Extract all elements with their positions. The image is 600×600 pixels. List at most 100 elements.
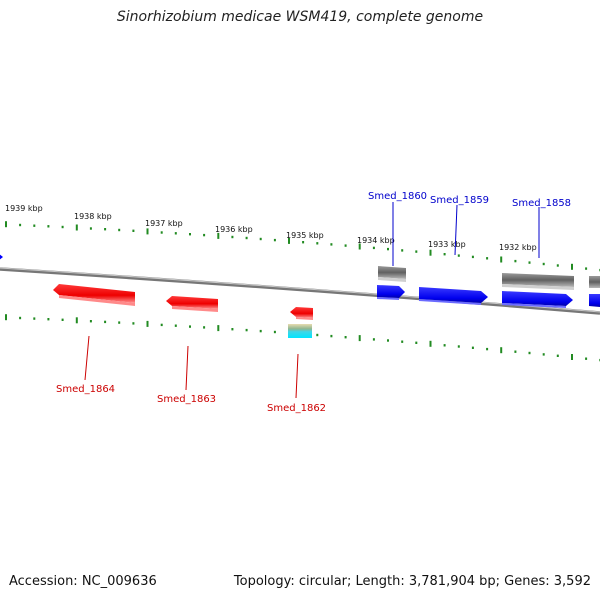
tick-mark xyxy=(61,225,64,229)
tick-mark xyxy=(344,244,347,247)
tick-mark xyxy=(146,320,149,327)
tick-mark xyxy=(189,233,191,236)
gene-smed-1860[interactable] xyxy=(377,285,405,300)
tick-mark xyxy=(471,255,474,259)
gene-smed-1863[interactable] xyxy=(166,296,218,312)
tick-mark xyxy=(19,316,22,320)
scale-label-1934: 1934 kbp xyxy=(357,236,395,245)
tick-mark xyxy=(415,341,418,344)
tick-mark xyxy=(203,233,206,237)
tick-mark xyxy=(387,339,389,342)
tick-mark xyxy=(118,228,121,232)
leader-smed-1859 xyxy=(454,204,458,256)
label-smed-1863[interactable]: Smed_1863 xyxy=(157,394,216,405)
tick-mark xyxy=(500,256,503,263)
scale-label-1933: 1933 kbp xyxy=(428,240,466,249)
map-title: Sinorhizobium medicae WSM419, complete g… xyxy=(116,9,484,25)
tick-mark xyxy=(556,264,559,267)
scale-label-1932: 1932 kbp xyxy=(499,243,537,252)
tick-mark xyxy=(415,250,418,253)
tick-mark xyxy=(104,228,107,231)
scale-label-1935: 1935 kbp xyxy=(286,231,324,240)
tick-mark xyxy=(372,246,375,250)
gene-partial-right[interactable] xyxy=(589,294,600,307)
tick-mark xyxy=(203,326,206,329)
tick-mark xyxy=(231,235,234,239)
scale-label-1937: 1937 kbp xyxy=(145,219,183,228)
genome-backbone xyxy=(0,267,600,315)
accession-text: Accession: NC_009636 xyxy=(9,574,157,589)
tick-mark xyxy=(61,318,64,321)
tick-mark xyxy=(118,321,121,324)
tick-mark xyxy=(132,229,135,232)
tick-mark xyxy=(528,261,531,264)
tick-mark xyxy=(429,340,432,347)
tick-mark xyxy=(542,353,545,356)
tick-mark xyxy=(89,227,92,230)
gene-smed-1862[interactable] xyxy=(290,307,313,320)
tick-mark xyxy=(372,338,375,341)
label-smed-1862[interactable]: Smed_1862 xyxy=(267,403,326,414)
tick-mark xyxy=(316,333,319,337)
leader-smed-1864 xyxy=(84,335,90,381)
scale-label-1938: 1938 kbp xyxy=(74,212,112,221)
topology-text: Topology: circular; Length: 3,781,904 bp… xyxy=(233,574,591,589)
tick-mark xyxy=(571,354,573,360)
scale-ticks-top xyxy=(5,221,600,272)
tick-mark xyxy=(47,318,50,321)
tick-mark xyxy=(160,231,163,234)
tick-mark xyxy=(486,257,489,260)
tick-mark xyxy=(75,224,78,231)
gene-smed-1864[interactable] xyxy=(53,284,135,306)
tick-mark xyxy=(585,357,588,360)
feature-gray-2 xyxy=(502,273,574,290)
tick-mark xyxy=(33,317,36,320)
feature-gray-3 xyxy=(589,276,600,288)
tick-mark xyxy=(89,320,92,323)
tick-mark xyxy=(556,354,559,357)
feature-gray-1 xyxy=(378,266,406,282)
label-smed-1860[interactable]: Smed_1860 xyxy=(368,191,427,202)
tick-mark xyxy=(457,345,460,348)
label-smed-1859[interactable]: Smed_1859 xyxy=(430,195,489,206)
tick-mark xyxy=(33,224,36,227)
tick-mark xyxy=(273,330,276,334)
tick-mark xyxy=(231,328,234,331)
tick-mark xyxy=(5,314,7,321)
tick-mark xyxy=(160,323,163,327)
tick-mark xyxy=(316,242,319,245)
tick-mark xyxy=(217,232,220,239)
tick-mark xyxy=(457,254,460,257)
tick-mark xyxy=(189,325,191,328)
gene-smed-1859[interactable] xyxy=(419,287,488,305)
tick-mark xyxy=(47,225,50,228)
tick-mark xyxy=(75,317,78,324)
tick-mark xyxy=(514,350,517,353)
leader-smed-1862 xyxy=(295,353,299,399)
tick-mark xyxy=(146,228,149,235)
tick-mark xyxy=(19,223,22,227)
tick-mark xyxy=(273,238,276,242)
tick-mark xyxy=(344,336,347,339)
tick-mark xyxy=(302,241,305,244)
scale-label-1939: 1939 kbp xyxy=(5,204,43,213)
label-smed-1864[interactable]: Smed_1864 xyxy=(56,384,115,395)
tick-mark xyxy=(542,262,545,266)
tick-mark xyxy=(132,322,135,325)
tick-mark xyxy=(571,263,573,270)
scale-label-1936: 1936 kbp xyxy=(215,225,253,234)
tick-mark xyxy=(387,247,389,251)
tick-mark xyxy=(500,347,503,354)
tick-mark xyxy=(174,232,177,235)
tick-mark xyxy=(5,221,7,228)
tick-mark xyxy=(528,351,531,355)
label-smed-1858[interactable]: Smed_1858 xyxy=(512,198,571,209)
tick-mark xyxy=(429,249,432,256)
tick-mark xyxy=(104,320,107,324)
leader-smed-1863 xyxy=(185,345,189,391)
tick-mark xyxy=(330,334,333,338)
tick-mark xyxy=(245,236,248,240)
gene-smed-1858[interactable] xyxy=(502,291,573,308)
tick-mark xyxy=(174,324,177,327)
